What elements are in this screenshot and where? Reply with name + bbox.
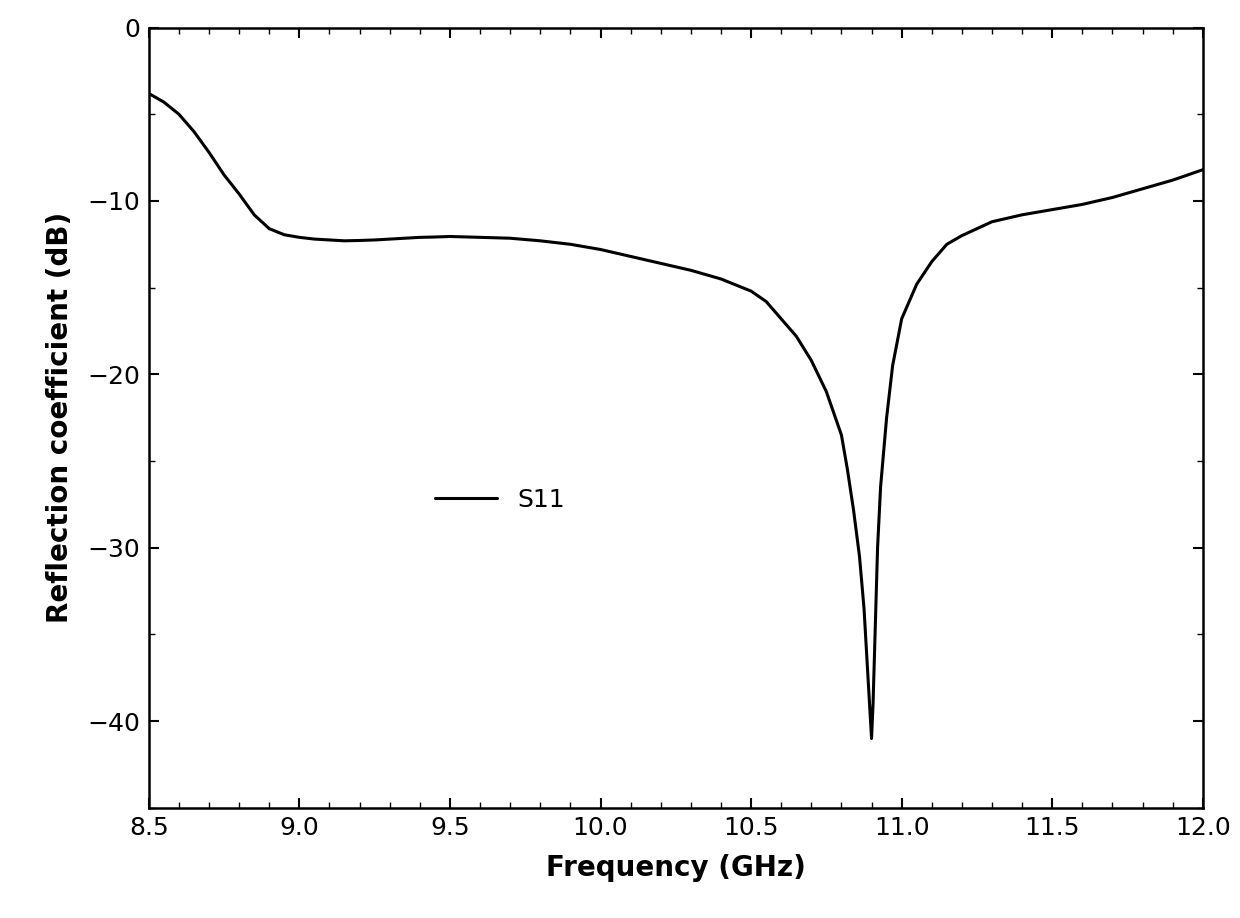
S11 [866,699,880,710]
S11 [1195,164,1210,175]
S11 [141,88,156,99]
S11 [713,274,728,285]
S11 [397,233,412,244]
S11 [1166,174,1180,185]
Y-axis label: Reflection coefficient (dB): Reflection coefficient (dB) [46,212,73,623]
S11 [759,296,774,307]
Line: S11: S11 [149,94,1203,738]
X-axis label: Frequency (GHz): Frequency (GHz) [546,854,806,882]
Legend: S11: S11 [425,478,575,522]
S11 [428,231,443,242]
S11 [864,733,879,744]
